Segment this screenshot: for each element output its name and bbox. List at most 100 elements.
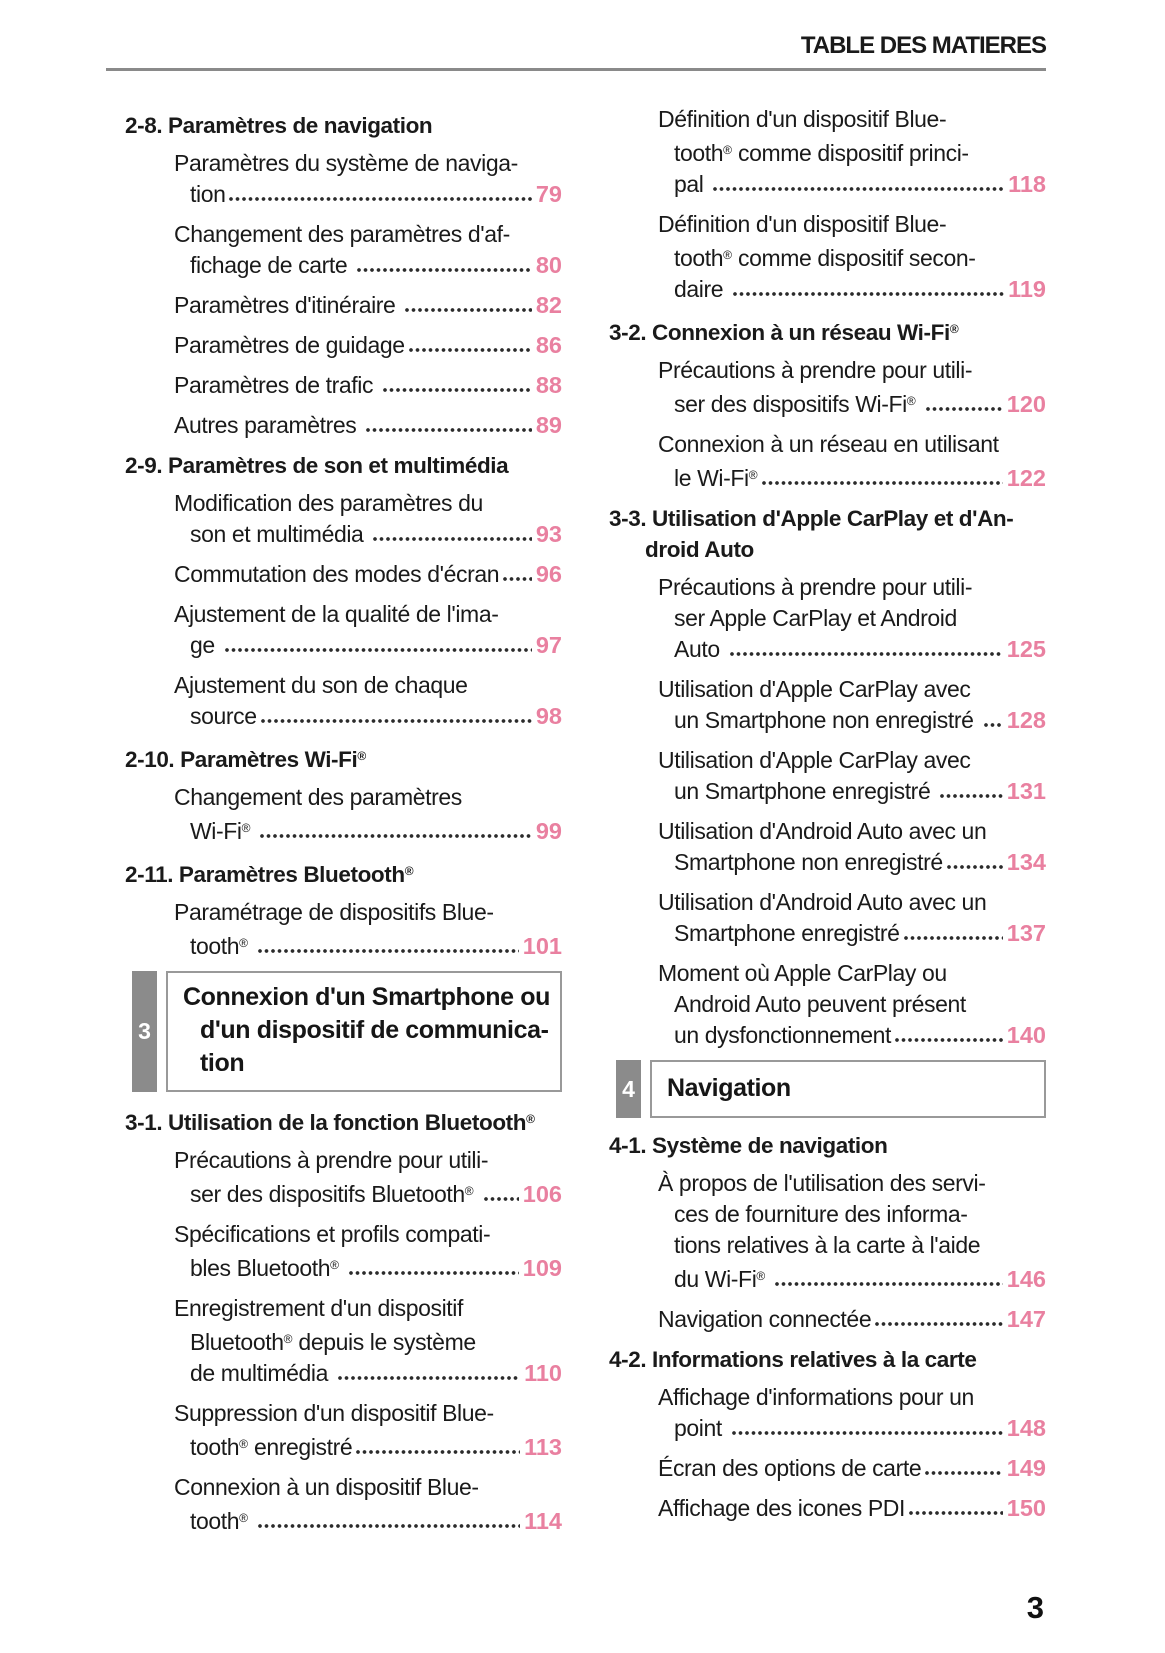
toc-line-text: fichage de carte	[190, 252, 354, 278]
toc-entry-line: Utilisation d'Android Auto avec un	[590, 887, 1046, 918]
page-ref: 146	[1006, 1266, 1046, 1292]
toc-entry: Écran des options de carte 149	[590, 1453, 1046, 1484]
toc-entry-line: tions relatives à la carte à l'aide	[590, 1230, 1046, 1261]
toc-section-header: 3-1. Utilisation de la fonction Bluetoot…	[106, 1104, 562, 1138]
toc-entry: Commutation des modes d'écran 96	[106, 559, 562, 590]
page-ref: 137	[1006, 920, 1046, 946]
toc-entry-line: À propos de l'utilisation des servi-	[590, 1168, 1046, 1199]
registered-trademark-icon: ®	[748, 468, 758, 482]
page-ref: 93	[535, 521, 562, 547]
toc-line-text: tion	[190, 181, 226, 207]
toc-entry-line: un dysfonctionnement 140	[590, 1020, 1046, 1051]
toc-entry-line: Changement des paramètres	[106, 782, 562, 813]
page-ref: 125	[1006, 636, 1046, 662]
toc-entry-line: Utilisation d'Android Auto avec un	[590, 816, 1046, 847]
registered-trademark-icon: ®	[464, 1184, 474, 1198]
toc-entry-line: Smartphone non enregistré 134	[590, 847, 1046, 878]
page-ref: 120	[1006, 391, 1046, 417]
toc-entry-line: Paramètres du système de naviga-	[106, 148, 562, 179]
toc-section-header-line: droid Auto	[645, 537, 754, 562]
toc-entry-line: Précautions à prendre pour utili-	[590, 355, 1046, 386]
toc-entry: Paramètres du système de naviga-tion 79	[106, 148, 562, 210]
toc-line-text: Affichage d'informations pour un	[658, 1384, 974, 1410]
page-ref: 150	[1006, 1495, 1046, 1521]
registered-trademark-icon: ®	[526, 1112, 535, 1126]
toc-line-text: un Smartphone enregistré	[674, 778, 937, 804]
toc-entry: Suppression d'un dispositif Blue-tooth® …	[106, 1398, 562, 1463]
toc-line-text: tooth® comme dispositif secon-	[674, 245, 976, 271]
toc-entry: Précautions à prendre pour utili-ser des…	[590, 355, 1046, 420]
toc-entry: Utilisation d'Android Auto avec un Smartp…	[590, 887, 1046, 949]
toc-entry-line: Wi-Fi® 99	[106, 813, 562, 847]
toc-line-text: source	[190, 703, 257, 729]
toc-line-text: Utilisation d'Apple CarPlay avec	[658, 747, 971, 773]
page-ref: 101	[522, 933, 562, 959]
toc-line-text: Définition d'un dispositif Blue-	[658, 211, 947, 237]
dot-leader	[348, 1267, 519, 1276]
dot-leader	[223, 644, 532, 653]
registered-trademark-icon: ®	[239, 936, 248, 950]
page-ref: 79	[535, 181, 562, 207]
toc-section-header: 2-11. Paramètres Bluetooth®	[106, 856, 562, 890]
dot-leader	[228, 193, 532, 202]
toc-entry-line: Connexion à un dispositif Blue-	[106, 1472, 562, 1503]
page-ref: 131	[1006, 778, 1046, 804]
page-ref: 140	[1006, 1022, 1046, 1048]
page-ref: 148	[1006, 1415, 1046, 1441]
toc-entry-line: source 98	[106, 701, 562, 732]
page-ref: 113	[524, 1434, 562, 1460]
toc-line-text: pal	[674, 171, 710, 197]
toc-line-text: Définition d'un dispositif Blue-	[658, 106, 947, 132]
toc-section: 2-9. Paramètres de son et multimédia Modi…	[106, 450, 562, 732]
toc-section-header-line: 3-3. Utilisation d'Apple CarPlay et d'An…	[609, 506, 1014, 531]
header-rule	[106, 68, 1046, 71]
toc-entries-continued: Définition d'un dispositif Blue-tooth® c…	[590, 104, 1046, 305]
toc-section-header: 2-10. Paramètres Wi-Fi®	[106, 741, 562, 775]
dot-leader	[365, 424, 532, 433]
dot-leader	[730, 1427, 1003, 1436]
dot-leader	[382, 384, 532, 393]
toc-entry-line: tooth® comme dispositif secon-	[590, 240, 1046, 274]
chapter-box: 3 Connexion d'un Smartphone ou d'un dispos…	[132, 971, 562, 1092]
dot-leader	[760, 477, 1003, 486]
toc-entry: Modification des paramètres du son et mul…	[106, 488, 562, 550]
toc-line-text: tooth®	[190, 933, 248, 959]
page-ref: 147	[1006, 1306, 1046, 1332]
page-ref: 80	[535, 252, 562, 278]
toc-section: 4-2. Informations relatives à la carte Af…	[590, 1344, 1046, 1524]
toc-section: 3-2. Connexion à un réseau Wi-Fi® Précaut…	[590, 314, 1046, 494]
page-ref: 97	[535, 632, 562, 658]
registered-trademark-icon: ®	[949, 322, 959, 336]
toc-line-text: Moment où Apple CarPlay ou	[658, 960, 947, 986]
dot-leader	[774, 1278, 1003, 1287]
toc-section-header-line: 2-9. Paramètres de son et multimédia	[125, 453, 509, 478]
registered-trademark-icon: ®	[241, 821, 251, 835]
toc-entry-line: Précautions à prendre pour utili-	[590, 572, 1046, 603]
toc-line-text: du Wi-Fi®	[674, 1266, 766, 1292]
dot-leader	[902, 932, 1003, 941]
toc-entry: Spécifications et profils compati-bles B…	[106, 1219, 562, 1284]
toc-entry-line: Enregistrement d'un dispositif	[106, 1293, 562, 1324]
toc-entry-line: un Smartphone non enregistré 128	[590, 705, 1046, 736]
toc-line-text: Commutation des modes d'écran	[174, 561, 500, 587]
dot-leader	[356, 264, 532, 273]
dot-leader	[372, 533, 532, 542]
registered-trademark-icon: ®	[756, 1269, 766, 1283]
toc-entry-line: Définition d'un dispositif Blue-	[590, 209, 1046, 240]
page-ref: 109	[522, 1255, 562, 1281]
toc-entry-line: Écran des options de carte 149	[590, 1453, 1046, 1484]
toc-section-header: 4-2. Informations relatives à la carte	[590, 1344, 1046, 1375]
toc-line-text: À propos de l'utilisation des servi-	[658, 1170, 986, 1196]
toc-entry-line: fichage de carte 80	[106, 250, 562, 281]
toc-line-text: Changement des paramètres	[174, 784, 462, 810]
toc-entry-line: Connexion à un réseau en utilisant	[590, 429, 1046, 460]
dot-leader	[945, 861, 1003, 870]
page-ref: 110	[524, 1360, 562, 1386]
toc-line-text: Auto	[674, 636, 726, 662]
toc-line-text: ser Apple CarPlay et Android	[674, 605, 957, 631]
toc-section-header: 2-9. Paramètres de son et multimédia	[106, 450, 562, 481]
chapter-title-line: Connexion d'un Smartphone ou	[183, 983, 550, 1011]
toc-line-text: Utilisation d'Android Auto avec un	[658, 818, 987, 844]
toc-section-header-line: 2-8. Paramètres de navigation	[125, 113, 433, 138]
toc-entry-line: tion 79	[106, 179, 562, 210]
